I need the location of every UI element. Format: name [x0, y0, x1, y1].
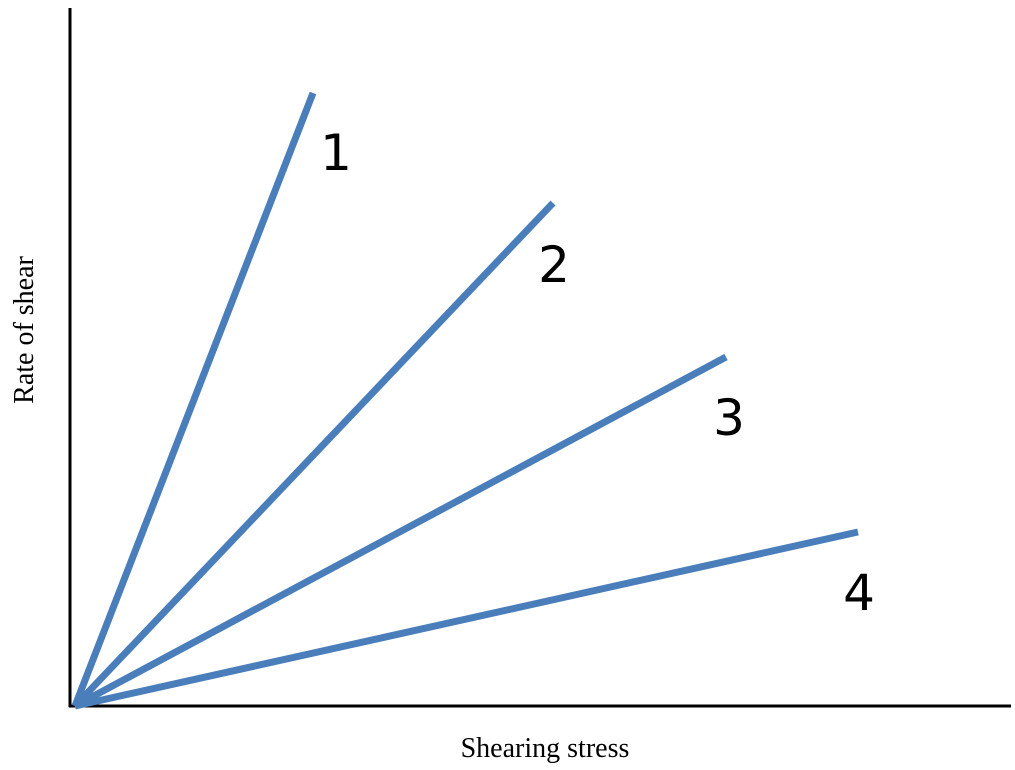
flow-line [72, 200, 556, 709]
flow-line [71, 91, 317, 708]
line-label: 2 [538, 236, 570, 294]
line-label: 3 [713, 389, 745, 447]
x-axis-label: Shearing stress [461, 733, 630, 764]
flow-line [74, 528, 859, 710]
line-label: 4 [843, 564, 875, 622]
flow-line [73, 353, 728, 710]
line-label: 1 [320, 124, 352, 182]
y-axis-label: Rate of shear [9, 255, 40, 403]
